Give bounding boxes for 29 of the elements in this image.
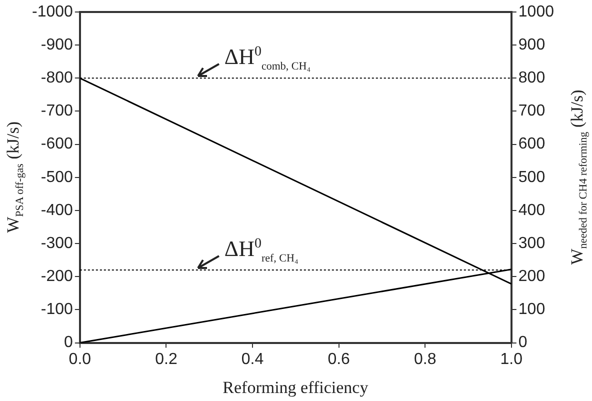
y2-tick-label: 1000 [518,3,554,20]
x-tick-label: 0.2 [155,350,178,368]
y-tick-label: -1000 [32,3,74,20]
x-tick-label: 0.4 [241,350,264,368]
y2-tick-label: 800 [518,70,546,87]
y2-tick-label: 100 [518,301,546,318]
y-tick-label: -200 [40,268,74,286]
y-tick-label: -700 [40,102,74,120]
y2-tick-label: 900 [518,36,546,54]
y-tick-label: -400 [40,202,74,219]
y2-tick-label: 400 [518,202,546,219]
y-tick-label: -900 [40,36,74,54]
y2-tick-label: 300 [518,234,546,252]
y-tick-label: 0 [64,334,74,352]
y-tick-label: -800 [40,70,74,87]
y2-tick-label: 600 [518,136,546,153]
y-tick-label: -300 [40,234,74,252]
x-tick-label: 0.6 [328,350,350,368]
y2-tick-label: 0 [518,334,528,352]
y2-tick-label: 500 [518,168,546,186]
y2-tick-label: 700 [518,102,546,120]
y-tick-label: -600 [40,136,74,153]
x-tick-label: 1.0 [500,350,523,368]
y2-tick-label: 200 [518,268,546,286]
x-axis-title: Reforming efficiency [222,378,368,398]
x-tick-label: 0.0 [68,350,92,368]
x-tick-label: 0.8 [414,350,436,368]
y-tick-label: -500 [40,168,74,186]
y-tick-label: -100 [40,301,74,318]
